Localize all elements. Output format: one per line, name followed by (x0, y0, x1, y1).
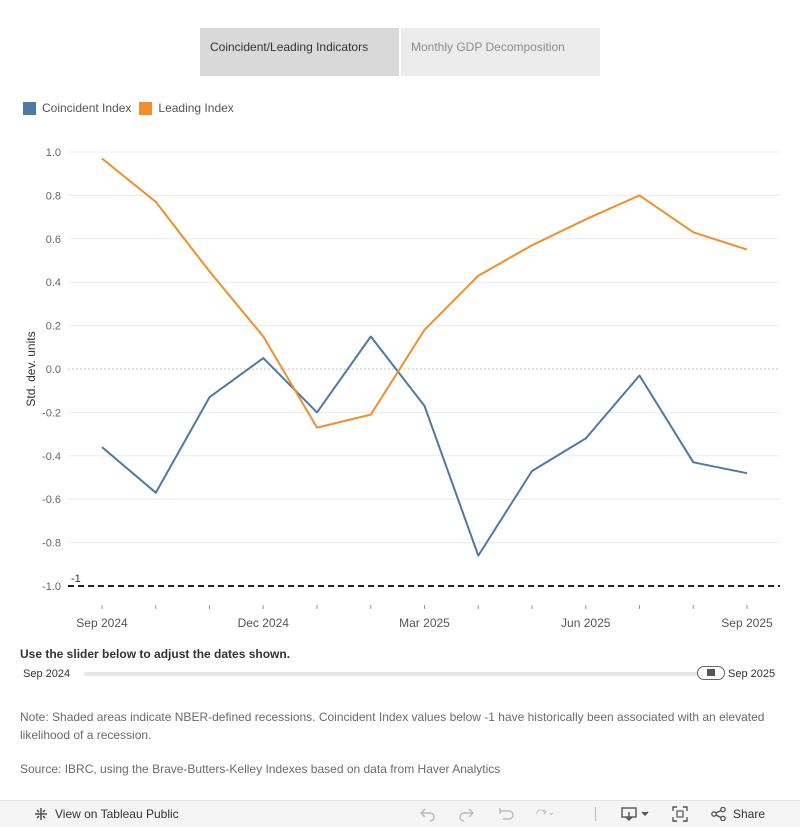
redo-icon[interactable] (457, 806, 475, 822)
view-on-tableau-label: View on Tableau Public (55, 807, 179, 821)
chart-note: Note: Shaded areas indicate NBER-defined… (20, 710, 765, 742)
y-tick-label: 0.4 (46, 277, 61, 289)
tab-monthly-gdp[interactable]: Monthly GDP Decomposition (401, 28, 600, 76)
slider-handle[interactable] (697, 666, 725, 680)
refresh-icon[interactable] (535, 806, 553, 822)
undo-icon[interactable] (419, 806, 437, 822)
toolbar-divider (595, 807, 596, 821)
chart-source: Source: IBRC, using the Brave-Butters-Ke… (20, 762, 501, 776)
y-tick-label: 0.0 (46, 364, 61, 376)
chart-legend: Coincident Index Leading Index (23, 101, 242, 115)
view-on-tableau-link[interactable]: View on Tableau Public (34, 807, 179, 821)
tab-coincident-leading[interactable]: Coincident/Leading Indicators (200, 28, 399, 76)
slider-caption: Use the slider below to adjust the dates… (20, 647, 291, 661)
line-chart: 1.0 0.8 0.6 0.4 0.2 0.0 -0.2 -0.4 -0.6 -0.8 -1.0 -1… (24, 147, 780, 630)
dashboard-tabs: Coincident/Leading Indicators Monthly GD… (200, 28, 600, 76)
series-line-leading (101, 157, 748, 429)
legend-label-leading: Leading Index (158, 101, 234, 115)
x-tick-label: Jun 2025 (561, 616, 611, 630)
x-tick-label: Sep 2025 (721, 616, 773, 630)
legend-item-coincident[interactable]: Coincident Index (23, 101, 131, 115)
date-slider: Sep 2024 Sep 2025 (0, 665, 800, 685)
legend-swatch-leading (139, 101, 153, 115)
revert-icon[interactable] (497, 806, 515, 822)
slider-start-label: Sep 2024 (23, 668, 71, 680)
y-axis-label: Std. dev. units (24, 331, 38, 406)
x-tick-label: Sep 2024 (76, 616, 128, 630)
tableau-icon (35, 808, 47, 820)
y-tick-label: -0.6 (42, 494, 61, 506)
x-tick-label: Mar 2025 (399, 616, 450, 630)
y-tick-label: 0.2 (46, 321, 61, 333)
legend-swatch-coincident (23, 101, 36, 115)
y-tick-label: -1.0 (42, 581, 61, 593)
slider-track[interactable] (84, 672, 714, 676)
share-label: Share (733, 807, 766, 821)
y-tick-label: -0.2 (42, 407, 61, 419)
legend-label-coincident: Coincident Index (42, 101, 132, 115)
slider-end-label: Sep 2025 (728, 668, 776, 680)
y-tick-label: -0.4 (42, 451, 61, 463)
y-tick-label: 1.0 (46, 147, 61, 159)
tableau-toolbar: View on Tableau Public Share (0, 800, 800, 827)
share-button[interactable]: Share (711, 807, 765, 821)
y-tick-label: -0.8 (42, 538, 61, 550)
y-tick-label: 0.6 (46, 234, 61, 246)
y-tick-label: 0.8 (46, 190, 61, 202)
download-icon[interactable] (621, 806, 651, 822)
fullscreen-icon[interactable] (671, 806, 689, 822)
reference-line-label: -1 (71, 573, 81, 585)
share-icon (711, 807, 726, 821)
legend-item-leading[interactable]: Leading Index (139, 101, 234, 115)
x-tick-label: Dec 2024 (238, 616, 290, 630)
